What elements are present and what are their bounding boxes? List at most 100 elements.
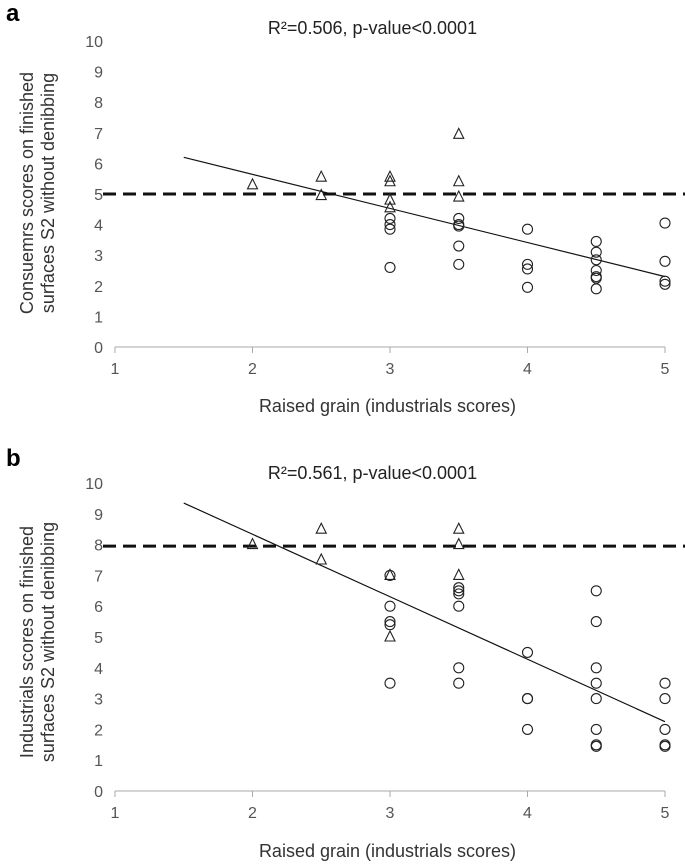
y-tick-label-b: 3: [94, 692, 103, 709]
circle-point-a: [590, 235, 602, 247]
circle-point-a: [659, 255, 671, 267]
triangle-point-a: [315, 188, 328, 201]
x-tick-label-b: 1: [111, 805, 120, 822]
y-tick-label-a: 8: [94, 95, 103, 112]
circle-point-b: [590, 693, 602, 705]
chart-title-a: R²=0.506, p-value<0.0001: [267, 18, 478, 38]
circle-point-b: [590, 677, 602, 689]
circle-point-a: [384, 223, 396, 235]
circle-point-b: [384, 677, 396, 689]
circle-point-b: [453, 662, 465, 674]
panel-letter-a: a: [6, 0, 20, 27]
trendline-b: [183, 502, 666, 723]
circle-point-a: [590, 246, 602, 258]
y-tick-label-b: 1: [94, 753, 103, 770]
y-tick-label-a: 6: [94, 156, 103, 173]
triangle-point-b: [246, 537, 259, 550]
x-tick-label-b: 4: [523, 805, 532, 822]
circle-point-b: [521, 646, 534, 658]
x-tick-label-a: 1: [111, 361, 120, 378]
circle-point-a: [453, 212, 465, 225]
circle-point-a: [384, 219, 396, 231]
x-tick-label-a: 4: [523, 361, 532, 378]
circle-point-a: [521, 263, 534, 275]
y-tick-label-a: 10: [85, 34, 103, 51]
y-tick-label-b: 10: [85, 476, 103, 493]
circle-point-b: [453, 585, 465, 597]
x-axis-label-b: Raised grain (industrials scores): [258, 841, 517, 861]
circle-point-b: [453, 600, 465, 612]
circle-point-b: [453, 677, 465, 689]
circle-point-a: [453, 240, 465, 252]
chart-title-b: R²=0.561, p-value<0.0001: [267, 463, 478, 483]
circle-point-b: [659, 723, 671, 735]
chart-panel-a: a R²=0.506, p-value<0.0001 Consuemrs sco…: [0, 0, 685, 425]
circle-point-a: [453, 219, 465, 231]
circle-point-a: [384, 212, 396, 225]
triangle-point-b: [452, 537, 465, 550]
circle-point-b: [590, 740, 602, 752]
triangle-point-a: [246, 177, 259, 190]
triangle-point-a: [384, 200, 396, 213]
triangle-point-b: [384, 629, 396, 642]
y-tick-label-b: 9: [94, 507, 103, 524]
circle-point-a: [590, 283, 602, 295]
y-tick-label-a: 4: [94, 218, 103, 235]
circle-point-b: [590, 616, 602, 628]
circle-point-b: [659, 740, 671, 752]
y-tick-label-b: 6: [94, 599, 103, 616]
y-tick-label-a: 3: [94, 248, 103, 265]
circle-point-b: [384, 619, 396, 631]
triangle-point-a: [452, 127, 465, 139]
panel-letter-b: b: [6, 445, 21, 472]
triangle-point-a: [384, 169, 396, 182]
triangle-point-a: [315, 169, 328, 182]
circle-point-b: [590, 585, 602, 597]
circle-point-a: [590, 272, 602, 284]
circle-point-b: [590, 662, 602, 674]
y-tick-label-b: 2: [94, 722, 103, 739]
circle-point-b: [590, 723, 602, 735]
circle-point-b: [384, 600, 396, 612]
x-tick-label-b: 3: [386, 805, 395, 822]
x-tick-label-a: 5: [661, 361, 670, 378]
circle-point-b: [659, 677, 671, 689]
triangle-point-b: [384, 568, 396, 580]
circle-point-a: [521, 281, 534, 293]
y-tick-label-b: 5: [94, 630, 103, 647]
triangle-point-a: [384, 192, 396, 205]
circle-point-a: [659, 278, 671, 290]
circle-point-b: [521, 693, 534, 705]
y-tick-label-a: 9: [94, 65, 103, 82]
triangle-point-b: [315, 552, 328, 565]
circle-point-b: [453, 588, 465, 600]
circle-point-b: [384, 569, 396, 581]
trendline-a: [183, 156, 666, 278]
y-tick-label-b: 8: [94, 538, 103, 555]
x-tick-label-b: 5: [661, 805, 670, 822]
y-tick-label-a: 5: [94, 187, 103, 204]
x-tick-label-b: 2: [248, 805, 257, 822]
triangle-point-a: [452, 174, 465, 187]
circle-point-a: [659, 275, 671, 287]
x-tick-label-a: 2: [248, 361, 257, 378]
circle-point-a: [453, 258, 465, 270]
x-tick-label-a: 3: [386, 361, 395, 378]
circle-point-a: [384, 261, 396, 273]
circle-point-a: [659, 217, 671, 229]
circle-point-a: [521, 223, 534, 235]
circle-point-b: [453, 582, 465, 594]
chart-panel-b: b R²=0.561, p-value<0.0001 Industrials s…: [0, 445, 685, 867]
circle-point-b: [384, 616, 396, 628]
y-tick-label-b: 4: [94, 661, 103, 678]
triangle-point-b: [452, 568, 465, 580]
y-tick-label-b: 0: [94, 784, 103, 801]
y-tick-label-b: 7: [94, 568, 103, 585]
circle-point-a: [521, 258, 534, 270]
x-axis-label-a: Raised grain (industrials scores): [258, 396, 517, 416]
circle-point-a: [590, 254, 602, 266]
y-tick-label-a: 2: [94, 279, 103, 296]
y-tick-label-a: 7: [94, 126, 103, 143]
triangle-point-b: [452, 521, 465, 534]
